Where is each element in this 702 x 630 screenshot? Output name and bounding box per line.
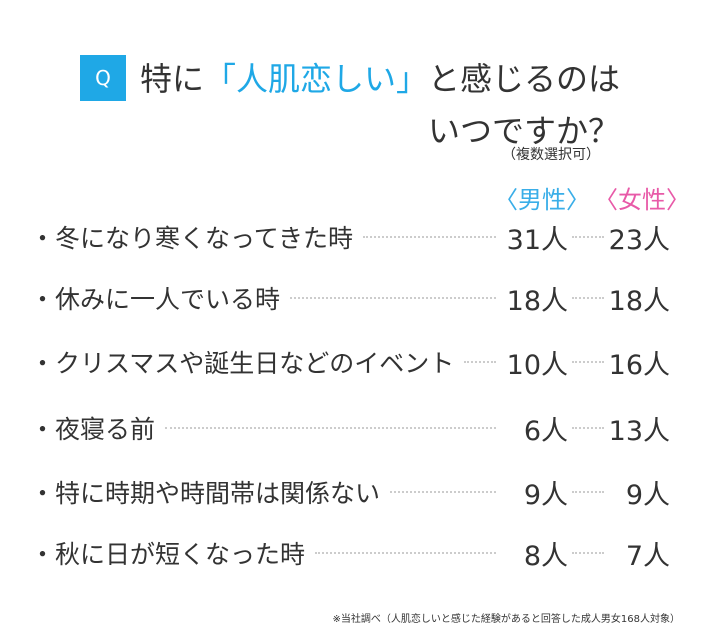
- leader: [572, 297, 604, 299]
- row-label: ・冬になり寒くなってきた時: [30, 224, 354, 253]
- leader: [572, 491, 604, 493]
- table-row: ・クリスマスや誕生日などのイベント 10人 16人: [30, 342, 670, 382]
- title-highlight: 「人肌恋しい」: [204, 60, 429, 98]
- table-row: ・冬になり寒くなってきた時 31人 23人: [30, 217, 670, 257]
- table-row: ・秋に日が短くなった時 8人 7人: [30, 533, 670, 573]
- row-label: ・特に時期や時間帯は関係ない: [30, 479, 381, 508]
- column-header: 〈女性〉: [594, 186, 690, 214]
- footnote: ※当社調べ（人肌恋しいと感じた経験があると回答した成人男女168人対象）: [332, 614, 680, 625]
- table-row: ・休みに一人でいる時 18人 18人: [30, 278, 670, 318]
- title: 特に「人肌恋しい」と感じるのは: [140, 54, 620, 100]
- leader: [572, 361, 604, 363]
- row-label: ・休みに一人でいる時: [30, 285, 281, 314]
- male-value: 8人: [523, 540, 568, 572]
- leader: [464, 361, 496, 363]
- leader: [290, 297, 496, 299]
- male-value: 18人: [506, 285, 568, 317]
- male-value: 10人: [506, 349, 568, 381]
- leader: [315, 552, 496, 554]
- male-value: 31人: [506, 224, 568, 256]
- row-label: ・クリスマスや誕生日などのイベント: [30, 349, 455, 378]
- female-value: 23人: [608, 224, 670, 256]
- leader: [572, 427, 604, 429]
- female-value: 13人: [608, 415, 670, 447]
- leader: [165, 427, 496, 429]
- female-value: 7人: [625, 540, 670, 572]
- note: （複数選択可）: [502, 147, 600, 163]
- leader: [572, 552, 604, 554]
- row-label: ・秋に日が短くなった時: [30, 540, 306, 569]
- leader: [572, 236, 604, 238]
- male-value: 9人: [523, 479, 568, 511]
- row-label: ・夜寝る前: [30, 415, 156, 444]
- table-row: ・夜寝る前 6人 13人: [30, 408, 670, 448]
- female-value: 18人: [608, 285, 670, 317]
- leader: [363, 236, 496, 238]
- column-header: 〈男性〉: [494, 186, 590, 214]
- title-line2: いつですか？: [427, 112, 620, 150]
- title-text: と感じるのは: [428, 60, 621, 98]
- title-text: 特に: [140, 60, 205, 98]
- table-row: ・特に時期や時間帯は関係ない 9人 9人: [30, 472, 670, 512]
- leader: [390, 491, 496, 493]
- male-value: 6人: [523, 415, 568, 447]
- badge: Q: [80, 55, 126, 101]
- female-value: 9人: [625, 479, 670, 511]
- female-value: 16人: [608, 349, 670, 381]
